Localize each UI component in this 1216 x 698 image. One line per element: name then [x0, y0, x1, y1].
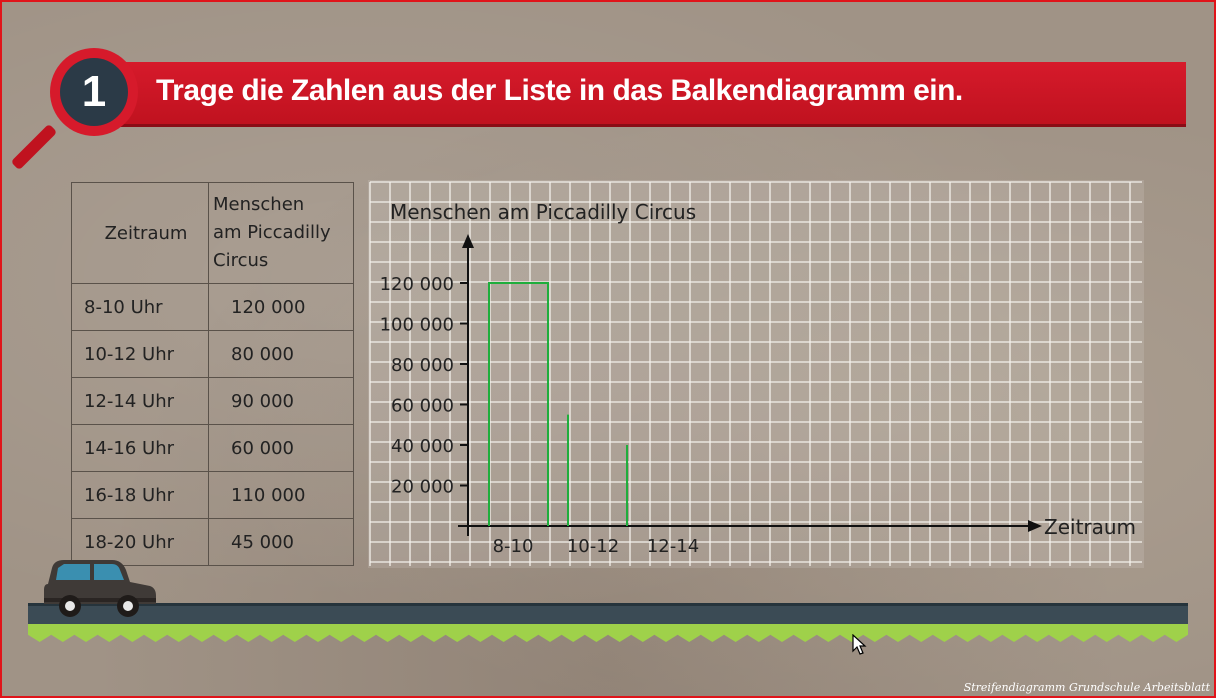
header-people-line-3: Circus	[213, 250, 269, 271]
y-tick-label: 120 000	[380, 274, 454, 295]
title-banner: Trage die Zahlen aus der Liste in das Ba…	[98, 62, 1186, 124]
car-icon	[44, 560, 156, 617]
y-tick-label: 20 000	[391, 477, 454, 498]
y-tick-label: 60 000	[391, 396, 454, 417]
cell-period: 10-12 Uhr	[71, 330, 209, 378]
cell-value: 80 000	[208, 330, 354, 378]
y-axis-arrow-icon	[462, 234, 474, 248]
header-people-line-2: am Piccadilly	[213, 222, 331, 243]
grass	[28, 624, 1188, 642]
header-period: Zeitraum	[71, 182, 209, 284]
y-axis-label: Menschen am Piccadilly Circus	[390, 200, 696, 224]
bar	[488, 282, 549, 526]
grid-background	[368, 180, 1144, 568]
chart-bars	[488, 282, 628, 526]
watermark: Streifendiagramm Grundschule Arbeitsblat…	[963, 681, 1210, 694]
header-people: Menschen am Piccadilly Circus	[208, 182, 354, 284]
cell-period: 16-18 Uhr	[71, 471, 209, 519]
bar-chart: 20 000 40 000 60 000 80 000 100 000 120 000 8-…	[368, 180, 1144, 568]
table-row: 18-20 Uhr 45 000	[71, 518, 354, 566]
magnifier-handle	[10, 123, 58, 171]
x-axis-arrow-icon	[1028, 520, 1042, 532]
cell-period: 8-10 Uhr	[71, 283, 209, 331]
cell-value: 110 000	[208, 471, 354, 519]
y-tick-label: 40 000	[391, 436, 454, 457]
table-header-row: Zeitraum Menschen am Piccadilly Circus	[71, 182, 354, 284]
task-instruction: Trage die Zahlen aus der Liste in das Ba…	[156, 74, 963, 107]
road	[28, 603, 1188, 624]
chart-grid	[368, 180, 1144, 568]
y-tick-label: 80 000	[391, 355, 454, 376]
cell-period: 14-16 Uhr	[71, 424, 209, 472]
cell-value: 90 000	[208, 377, 354, 425]
table-row: 14-16 Uhr 60 000	[71, 424, 354, 472]
task-number-badge: 1	[50, 48, 138, 136]
x-axis-label: Zeitraum	[1044, 515, 1136, 539]
cell-period: 12-14 Uhr	[71, 377, 209, 425]
cell-period: 18-20 Uhr	[71, 518, 209, 566]
data-table: Zeitraum Menschen am Piccadilly Circus 8…	[71, 182, 354, 566]
header-people-line-1: Menschen	[213, 194, 305, 215]
table-row: 10-12 Uhr 80 000	[71, 330, 354, 378]
cell-value: 120 000	[208, 283, 354, 331]
table-row: 12-14 Uhr 90 000	[71, 377, 354, 425]
x-tick-label: 8-10	[493, 536, 534, 557]
mouse-cursor-icon	[852, 634, 867, 655]
chart-axes	[458, 234, 1042, 536]
cell-value: 60 000	[208, 424, 354, 472]
task-number: 1	[60, 58, 128, 126]
table-row: 16-18 Uhr 110 000	[71, 471, 354, 519]
table-row: 8-10 Uhr 120 000	[71, 283, 354, 331]
x-tick-label: 12-14	[647, 536, 699, 557]
y-tick-label: 100 000	[380, 315, 454, 336]
cell-value: 45 000	[208, 518, 354, 566]
x-tick-label: 10-12	[567, 536, 619, 557]
chart-ticks: 20 000 40 000 60 000 80 000 100 000 120 000 8-…	[380, 274, 700, 557]
